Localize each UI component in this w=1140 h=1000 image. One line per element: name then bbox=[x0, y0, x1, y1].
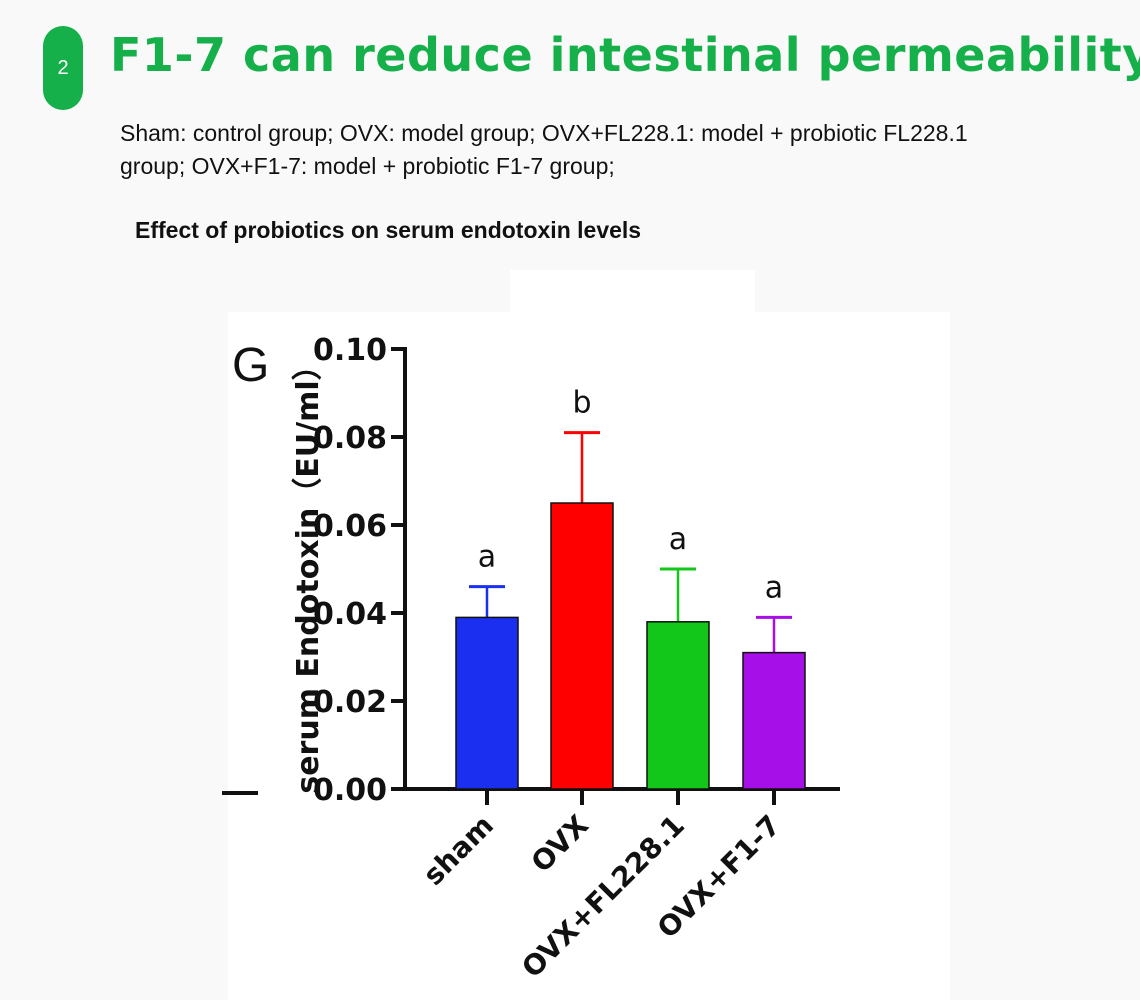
significance-label: a bbox=[765, 570, 783, 605]
bar bbox=[550, 502, 614, 790]
x-tick-label: OVX bbox=[525, 808, 596, 879]
y-tick-label: 0.10 bbox=[313, 333, 387, 368]
page-title: F1-7 can reduce intestinal permeability bbox=[110, 28, 1140, 82]
panel-label: G bbox=[232, 339, 270, 392]
y-tick-label: 0.02 bbox=[313, 685, 387, 720]
y-axis-label: serum Endotoxin（EU/ml） bbox=[291, 350, 326, 793]
panel-edge-mark bbox=[222, 791, 258, 795]
section-number: 2 bbox=[57, 56, 69, 79]
chart-background-top bbox=[510, 270, 755, 315]
bar bbox=[742, 651, 806, 790]
bar bbox=[646, 621, 710, 790]
y-tick-label: 0.00 bbox=[313, 773, 387, 808]
chart-subtitle: Effect of probiotics on serum endotoxin … bbox=[135, 217, 642, 243]
significance-label: a bbox=[669, 522, 687, 557]
significance-label: a bbox=[478, 540, 496, 575]
x-tick-label: OVX+FL228.1 bbox=[515, 809, 691, 985]
significance-label: b bbox=[572, 386, 591, 421]
y-tick-label: 0.06 bbox=[313, 509, 387, 544]
bar bbox=[455, 616, 519, 790]
group-description: Sham: control group; OVX: model group; O… bbox=[120, 120, 968, 179]
x-tick-label: sham bbox=[417, 809, 500, 892]
y-tick-label: 0.04 bbox=[313, 597, 387, 632]
y-tick-label: 0.08 bbox=[313, 421, 387, 456]
section-number-badge: 2 bbox=[43, 26, 83, 110]
chart-bars bbox=[455, 431, 806, 790]
